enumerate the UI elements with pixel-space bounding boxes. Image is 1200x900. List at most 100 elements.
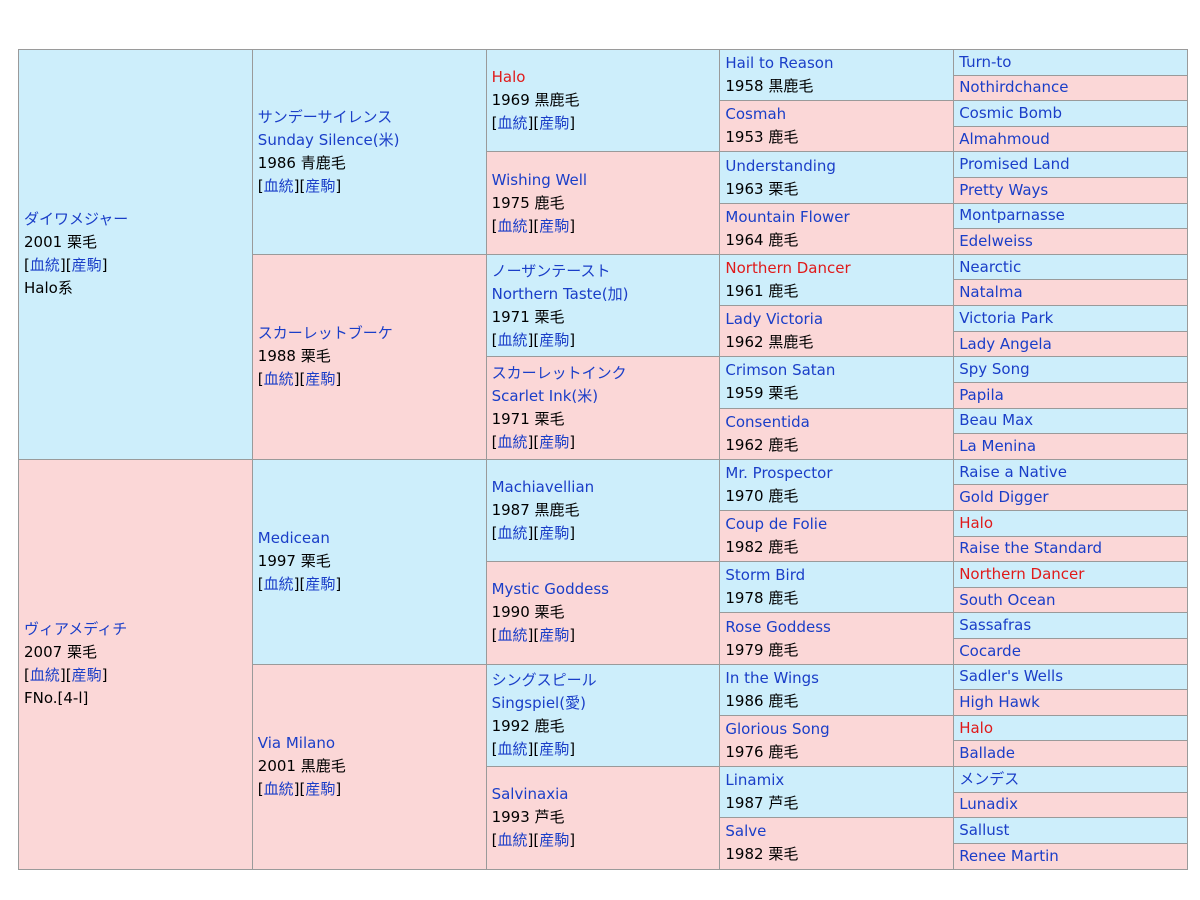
horse-name-link[interactable]: Northern Dancer bbox=[725, 258, 851, 277]
pedigree-link[interactable]: 血統 bbox=[263, 575, 294, 594]
pedigree-link[interactable]: 血統 bbox=[497, 740, 528, 759]
pedigree-link[interactable]: 血統 bbox=[497, 216, 528, 235]
horse-name-en-link[interactable]: Northern Taste(加) bbox=[491, 284, 629, 303]
progeny-link[interactable]: 産駒 bbox=[305, 176, 336, 195]
horse-name-link[interactable]: スカーレットブーケ bbox=[257, 324, 393, 343]
pedigree-link[interactable]: 血統 bbox=[497, 114, 528, 133]
horse-name-link[interactable]: Sadler's Wells bbox=[959, 667, 1064, 686]
horse-name-link[interactable]: Rose Goddess bbox=[725, 617, 831, 636]
progeny-link[interactable]: 産駒 bbox=[539, 114, 570, 133]
progeny-link[interactable]: 産駒 bbox=[539, 626, 570, 645]
horse-name-link[interactable]: Medicean bbox=[257, 529, 330, 548]
horse-name-link[interactable]: Nothirdchance bbox=[959, 78, 1069, 97]
horse-name-link[interactable]: Renee Martin bbox=[959, 846, 1059, 865]
progeny-link[interactable]: 産駒 bbox=[71, 256, 102, 275]
horse-name-en-link[interactable]: Scarlet Ink(米) bbox=[491, 387, 599, 406]
pedigree-link[interactable]: 血統 bbox=[497, 626, 528, 645]
horse-name-link[interactable]: Edelweiss bbox=[959, 232, 1033, 251]
horse-name-link[interactable]: Turn-to bbox=[959, 52, 1012, 71]
horse-name-link[interactable]: Lunadix bbox=[959, 795, 1019, 814]
horse-name-link[interactable]: Halo bbox=[491, 68, 526, 87]
progeny-link[interactable]: 産駒 bbox=[539, 216, 570, 235]
horse-name-link[interactable]: Mystic Goddess bbox=[491, 580, 609, 599]
progeny-link[interactable]: 産駒 bbox=[539, 523, 570, 542]
horse-name-link[interactable]: Hail to Reason bbox=[725, 54, 834, 73]
horse-name-link[interactable]: ダイワメジャー bbox=[24, 210, 129, 229]
horse-name-link[interactable]: サンデーサイレンス bbox=[257, 107, 393, 126]
horse-name-link[interactable]: Cosmah bbox=[725, 105, 787, 124]
horse-name-en-link[interactable]: Singspiel(愛) bbox=[491, 694, 586, 713]
horse-name-link[interactable]: Nearctic bbox=[959, 257, 1022, 276]
pedigree-link[interactable]: 血統 bbox=[263, 176, 294, 195]
horse-name-link[interactable]: Gold Digger bbox=[959, 488, 1049, 507]
progeny-link[interactable]: 産駒 bbox=[539, 433, 570, 452]
horse-name-link[interactable]: Salve bbox=[725, 822, 767, 841]
horse-name-link[interactable]: Halo bbox=[959, 718, 994, 737]
pedigree-link[interactable]: 血統 bbox=[497, 523, 528, 542]
horse-name-link[interactable]: Storm Bird bbox=[725, 566, 806, 585]
pedigree-row: Nothirdchance bbox=[19, 74, 1188, 102]
birth-year-color: 1962 鹿毛 bbox=[725, 435, 799, 454]
horse-name-link[interactable]: ノーザンテースト bbox=[491, 261, 611, 280]
horse-name-link[interactable]: Lady Victoria bbox=[725, 310, 824, 329]
horse-name-link[interactable]: ヴィアメディチ bbox=[24, 620, 128, 639]
progeny-link[interactable]: 産駒 bbox=[305, 370, 336, 389]
birth-year-color: 1969 黒鹿毛 bbox=[491, 91, 580, 110]
horse-name-link[interactable]: Crimson Satan bbox=[725, 361, 836, 380]
horse-name-link[interactable]: La Menina bbox=[959, 436, 1037, 455]
progeny-link[interactable]: 産駒 bbox=[539, 330, 570, 349]
horse-name-link[interactable]: Beau Max bbox=[959, 411, 1034, 430]
horse-name-link[interactable]: Mr. Prospector bbox=[725, 463, 833, 482]
horse-name-link[interactable]: Papila bbox=[959, 385, 1004, 404]
pedigree-row: Coup de Folie 1982 鹿毛 Halo bbox=[19, 509, 1188, 563]
horse-name-link[interactable]: Promised Land bbox=[959, 155, 1070, 174]
horse-name-link[interactable]: Mountain Flower bbox=[725, 207, 850, 226]
progeny-link[interactable]: 産駒 bbox=[305, 780, 336, 799]
horse-name-link[interactable]: High Hawk bbox=[959, 693, 1040, 712]
horse-name-en-link[interactable]: Sunday Silence(米) bbox=[257, 130, 400, 149]
horse-name-link[interactable]: Sassafras bbox=[959, 616, 1032, 635]
pedigree-link[interactable]: 血統 bbox=[29, 256, 60, 275]
horse-name-link[interactable]: Coup de Folie bbox=[725, 515, 828, 534]
horse-name-link[interactable]: Spy Song bbox=[959, 360, 1030, 379]
pedigree-link[interactable]: 血統 bbox=[263, 780, 294, 799]
horse-name-link[interactable]: Almahmoud bbox=[959, 129, 1050, 148]
progeny-link[interactable]: 産駒 bbox=[539, 831, 570, 850]
horse-name-link[interactable]: Natalma bbox=[959, 283, 1023, 302]
progeny-link[interactable]: 産駒 bbox=[305, 575, 336, 594]
progeny-link[interactable]: 産駒 bbox=[71, 666, 102, 685]
horse-name-link[interactable]: Via Milano bbox=[257, 734, 336, 753]
horse-name-link[interactable]: Raise a Native bbox=[959, 462, 1067, 481]
horse-name-link[interactable]: Cosmic Bomb bbox=[959, 104, 1063, 123]
horse-name-link[interactable]: Ballade bbox=[959, 744, 1015, 763]
horse-name-link[interactable]: メンデス bbox=[959, 769, 1020, 788]
gen5-cell: Sassafras bbox=[953, 612, 1188, 640]
horse-name-link[interactable]: Halo bbox=[959, 513, 994, 532]
pedigree-link[interactable]: 血統 bbox=[497, 330, 528, 349]
horse-name-link[interactable]: Montparnasse bbox=[959, 206, 1065, 225]
pedigree-link[interactable]: 血統 bbox=[497, 433, 528, 452]
pedigree-link[interactable]: 血統 bbox=[263, 370, 294, 389]
horse-name-link[interactable]: Consentida bbox=[725, 412, 810, 431]
horse-name-link[interactable]: Understanding bbox=[725, 156, 836, 175]
horse-name-link[interactable]: Sallust bbox=[959, 821, 1010, 840]
horse-name-link[interactable]: Glorious Song bbox=[725, 719, 830, 738]
horse-name-link[interactable]: Salvinaxia bbox=[491, 785, 569, 804]
pedigree-link[interactable]: 血統 bbox=[497, 831, 528, 850]
horse-name-link[interactable]: Victoria Park bbox=[959, 308, 1054, 327]
horse-name-link[interactable]: Pretty Ways bbox=[959, 180, 1049, 199]
horse-name-link[interactable]: Raise the Standard bbox=[959, 539, 1103, 558]
horse-name-link[interactable]: South Ocean bbox=[959, 590, 1056, 609]
horse-name-link[interactable]: Machiavellian bbox=[491, 477, 595, 496]
pedigree-link[interactable]: 血統 bbox=[29, 666, 60, 685]
horse-name-link[interactable]: Lady Angela bbox=[959, 334, 1052, 353]
horse-name-link[interactable]: Linamix bbox=[725, 771, 785, 790]
horse-name-link[interactable]: Cocarde bbox=[959, 641, 1021, 660]
horse-name-link[interactable]: Northern Dancer bbox=[959, 564, 1085, 583]
pedigree-row: Renee Martin bbox=[19, 842, 1188, 870]
progeny-link[interactable]: 産駒 bbox=[539, 740, 570, 759]
horse-name-link[interactable]: Wishing Well bbox=[491, 170, 588, 189]
horse-name-link[interactable]: シングスピール bbox=[491, 671, 597, 690]
horse-name-link[interactable]: In the Wings bbox=[725, 668, 819, 687]
horse-name-link[interactable]: スカーレットインク bbox=[491, 364, 627, 383]
